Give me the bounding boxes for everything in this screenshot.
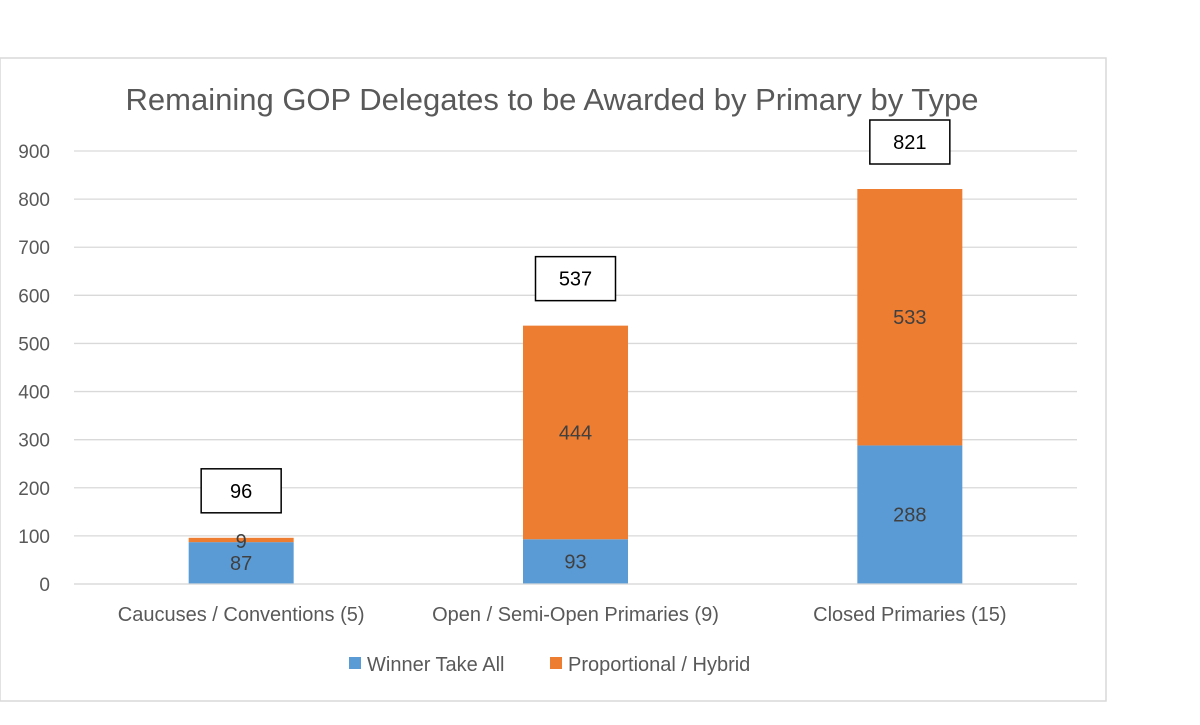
legend-swatch-winner-take-all xyxy=(349,657,361,669)
y-tick-label: 600 xyxy=(18,286,50,307)
legend-label: Winner Take All xyxy=(367,654,504,676)
total-box xyxy=(534,255,617,302)
y-tick-label: 200 xyxy=(18,479,50,500)
bar-winner-take-all xyxy=(857,445,963,584)
y-tick-label: 700 xyxy=(18,238,50,259)
segment-labels: 879 93 444 288 533 xyxy=(230,307,926,575)
y-tick-label: 500 xyxy=(18,334,50,355)
data-label: 288 xyxy=(893,505,926,527)
total-label: 537 xyxy=(559,269,592,291)
x-tick-label: Open / Semi-Open Primaries (9) xyxy=(432,604,719,626)
x-axis: Caucuses / Conventions (5) Open / Semi-Op… xyxy=(74,583,1077,626)
bar-proportional-hybrid xyxy=(188,537,294,543)
bar-proportional-hybrid xyxy=(523,325,628,540)
data-label: 93 xyxy=(564,552,586,574)
x-tick-label: Closed Primaries (15) xyxy=(813,604,1006,626)
y-tick-label: 300 xyxy=(18,431,50,452)
bars xyxy=(188,189,963,584)
y-tick-label: 400 xyxy=(18,383,50,404)
y-tick-label: 800 xyxy=(18,190,50,211)
total-label: 821 xyxy=(893,132,926,154)
legend-label: Proportional / Hybrid xyxy=(568,654,750,676)
data-label: 533 xyxy=(893,307,926,329)
legend-swatch-proportional-hybrid xyxy=(550,657,562,669)
y-tick-label: 0 xyxy=(39,575,50,596)
data-label: 9 xyxy=(236,531,247,553)
total-labels: 96 537 821 xyxy=(200,119,951,514)
y-tick-label: 900 xyxy=(18,142,50,163)
bar-winner-take-all xyxy=(188,542,294,584)
total-box xyxy=(200,468,282,514)
legend: Winner Take All Proportional / Hybrid xyxy=(349,654,750,676)
total-box xyxy=(869,119,951,165)
total-label: 96 xyxy=(230,481,252,503)
y-tick-label: 100 xyxy=(18,527,50,548)
data-label: 444 xyxy=(559,422,592,444)
chart-title: Remaining GOP Delegates to be Awarded by… xyxy=(126,82,979,117)
x-tick-label: Caucuses / Conventions (5) xyxy=(118,604,365,626)
bar-proportional-hybrid xyxy=(857,189,963,446)
bar-winner-take-all xyxy=(523,539,628,584)
y-axis: 0 100 200 300 400 500 600 700 800 900 xyxy=(18,142,50,596)
data-label: 87 xyxy=(230,553,252,575)
